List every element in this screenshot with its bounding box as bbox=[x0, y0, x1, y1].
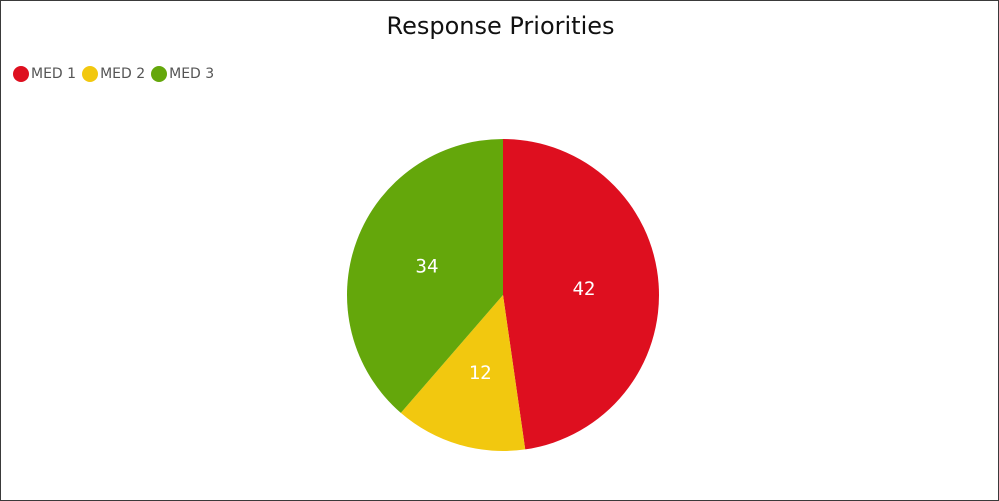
data-label-med-3: 34 bbox=[416, 256, 439, 278]
chart-title: Response Priorities bbox=[386, 12, 615, 40]
legend-label-med-1: MED 1 bbox=[31, 66, 77, 82]
pie-slice-med-3[interactable] bbox=[347, 139, 503, 413]
legend-label-med-2: MED 2 bbox=[100, 66, 146, 82]
legend-swatch-med-2 bbox=[82, 66, 99, 82]
legend-item-med-3[interactable]: MED 3 bbox=[151, 66, 214, 82]
legend-item-med-1[interactable]: MED 1 bbox=[13, 66, 76, 82]
legend-swatch-med-3 bbox=[151, 66, 168, 82]
data-label-med-1: 42 bbox=[572, 278, 595, 300]
legend-item-med-2[interactable]: MED 2 bbox=[82, 66, 145, 82]
pie-slice-med-1[interactable] bbox=[503, 139, 659, 450]
legend-swatch-med-1 bbox=[13, 66, 29, 82]
data-label-med-2: 12 bbox=[469, 362, 492, 384]
legend: MED 1 MED 2 MED 3 bbox=[13, 66, 220, 82]
legend-label-med-3: MED 3 bbox=[169, 66, 215, 82]
pie-slice-med-2[interactable] bbox=[400, 295, 526, 451]
